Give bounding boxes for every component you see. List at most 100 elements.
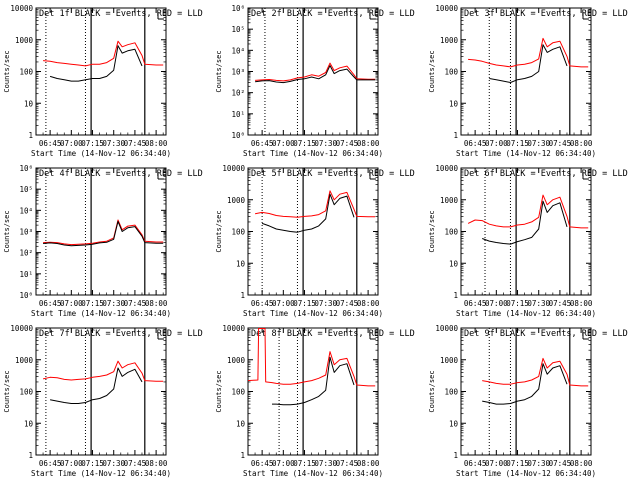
x-tick-label: 07:15 [506,139,529,148]
panel-6: Det 6f BLACK = Events, RED = LLD 1 10 100 10… [428,164,628,318]
y-tick-label: 10⁵ [231,25,245,34]
series-line-black [482,364,588,408]
x-tick-label: 07:15 [81,139,104,148]
y-tick-label: 10 [24,99,34,108]
panel-title: Det 8f BLACK = Events, RED = LLD [251,329,415,339]
series-line-red [42,360,164,382]
x-tick-label: 07:15 [506,299,529,308]
y-tick-label: 1000 [440,356,459,365]
x-tick-label: 06:45 [464,139,487,148]
panel-title: Det 7f BLACK = Events, RED = LLD [39,329,203,339]
panel-2: Det 2f BLACK = Events, RED = LLD 10⁰ 10¹ 10… [215,4,415,158]
y-tick-label: 10⁰ [19,291,33,300]
y-axis-label: Counts/sec [428,50,436,92]
x-axis-title: Start Time (14-Nov-12 06:34:40) [243,469,383,478]
y-tick-label: 10³ [231,68,245,77]
x-tick-label: 07:00 [60,459,83,468]
x-tick-label: 07:00 [485,459,508,468]
y-tick-label: 10000 [222,324,245,333]
y-tick-label: 1000 [227,356,246,365]
x-tick-label: 08:00 [570,459,593,468]
y-axis-label: Counts/sec [215,370,223,412]
y-tick-label: 100 [444,228,458,237]
x-tick-label: 07:45 [124,139,147,148]
y-tick-label: 10¹ [19,270,33,279]
series-line-red [467,194,589,229]
x-tick-label: 07:45 [124,459,147,468]
x-tick-label: 08:00 [357,459,380,468]
y-tick-label: 1000 [440,196,459,205]
plot-frame [35,167,167,296]
series-line-black [482,201,588,248]
x-tick-label: 07:30 [102,299,125,308]
x-axis-title: Start Time (14-Nov-12 06:34:40) [31,309,171,318]
y-tick-label: 10000 [10,324,33,333]
x-tick-label: 08:00 [145,139,168,148]
panel-5: Det 5f BLACK = Events, RED = LLD 1 10 100 10… [215,164,415,318]
panel-title: Det 2f BLACK = Events, RED = LLD [251,9,415,19]
y-tick-label: 10⁶ [19,164,33,173]
y-tick-label: 10³ [19,228,33,237]
y-tick-label: 1 [240,451,245,460]
panel-title: Det 9f BLACK = Events, RED = LLD [464,329,628,339]
x-tick-label: 07:00 [485,139,508,148]
x-tick-label: 07:45 [549,459,572,468]
y-tick-label: 10 [449,99,459,108]
x-tick-label: 06:45 [39,459,62,468]
y-axis-label: Counts/sec [3,210,11,252]
x-tick-label: 07:30 [102,139,125,148]
y-tick-label: 10⁴ [231,46,245,55]
y-tick-label: 10000 [435,4,458,13]
series-line-red [468,37,589,68]
y-tick-label: 10² [231,89,245,98]
x-tick-label: 07:00 [60,139,83,148]
x-tick-label: 07:15 [293,299,316,308]
x-tick-label: 07:15 [506,459,529,468]
y-tick-label: 100 [19,68,33,77]
y-axis-label: Counts/sec [428,210,436,252]
y-tick-label: 10 [236,419,246,428]
x-tick-label: 07:15 [293,459,316,468]
x-tick-label: 06:45 [39,299,62,308]
panel-title: Det 3f BLACK = Events, RED = LLD [464,9,628,19]
series-line-black [43,220,164,247]
y-tick-label: 1000 [15,36,34,45]
x-axis-title: Start Time (14-Nov-12 06:34:40) [243,309,383,318]
x-tick-label: 07:15 [81,299,104,308]
x-tick-label: 07:45 [336,139,359,148]
plot-frame [247,7,379,136]
y-tick-label: 10000 [435,324,458,333]
y-tick-label: 10 [236,259,246,268]
x-tick-label: 08:00 [357,139,380,148]
y-tick-label: 100 [19,388,33,397]
series-line-red [43,40,164,67]
plot-frame [247,327,379,456]
y-axis-label: Counts/sec [215,50,223,92]
y-tick-label: 100 [444,388,458,397]
x-tick-label: 07:30 [102,459,125,468]
x-axis-title: Start Time (14-Nov-12 06:34:40) [31,149,171,158]
y-tick-label: 1000 [440,36,459,45]
series-line-black [489,45,588,86]
series-line-black [50,46,163,88]
x-axis-title: Start Time (14-Nov-12 06:34:40) [31,469,171,478]
panel-title: Det 5f BLACK = Events, RED = LLD [251,169,415,179]
y-tick-label: 100 [444,68,458,77]
y-tick-label: 1000 [15,356,34,365]
x-tick-label: 06:45 [464,299,487,308]
x-tick-label: 06:45 [464,459,487,468]
x-tick-label: 08:00 [145,299,168,308]
series-line-red [43,219,164,246]
panel-7: Det 7f BLACK = Events, RED = LLD 1 10 100 10… [3,324,203,478]
panel-4: Det 4f BLACK = Events, RED = LLD 10⁰ 10¹ 10… [3,164,203,318]
y-tick-label: 1 [453,291,458,300]
y-axis-label: Counts/sec [3,50,11,92]
y-tick-label: 10000 [10,4,33,13]
series-line-black [272,357,375,408]
x-tick-label: 07:15 [293,139,316,148]
y-tick-label: 10⁶ [231,4,245,13]
x-tick-label: 07:30 [527,139,550,148]
y-tick-label: 1 [28,131,33,140]
y-tick-label: 1 [453,451,458,460]
y-tick-label: 10¹ [231,110,245,119]
